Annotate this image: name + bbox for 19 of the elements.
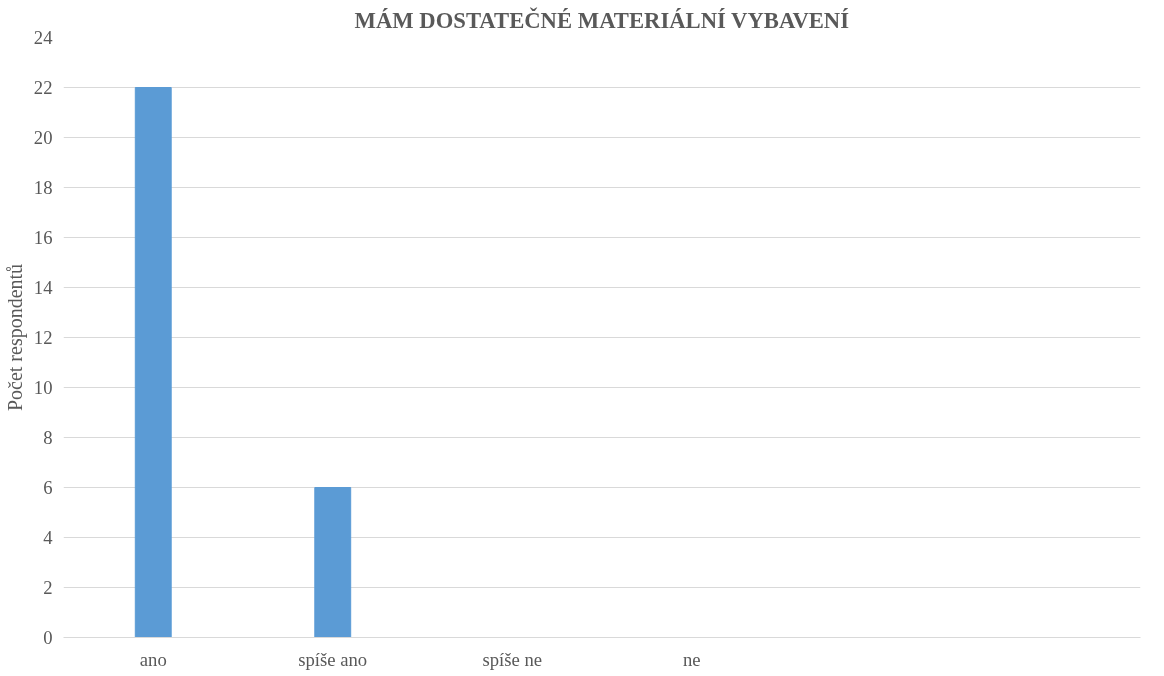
y-tick-label: 24 [33,27,54,48]
y-tick-label: 4 [43,527,54,548]
y-tick-label: 14 [33,277,54,298]
y-tick-label: 20 [33,127,53,148]
y-axis-title: Počet respondentů [3,263,27,412]
y-tick-label: 22 [33,77,53,98]
y-tick-label: 0 [43,627,53,648]
x-tick-label: spíše ano [298,648,368,670]
y-tick-label: 10 [33,377,53,398]
y-tick-label: 16 [33,227,53,248]
y-tick-label: 2 [43,577,53,598]
chart-title: MÁM DOSTATEČNÉ MATERIÁLNÍ VYBAVENÍ [354,6,850,33]
y-tick-label: 12 [33,327,53,348]
y-tick-label: 8 [43,427,53,448]
y-tick-label: 6 [43,477,53,498]
x-tick-label: spíše ne [482,648,543,670]
x-tick-label: ano [139,648,167,670]
y-tick-label: 18 [33,177,53,198]
x-tick-label: ne [682,648,701,670]
